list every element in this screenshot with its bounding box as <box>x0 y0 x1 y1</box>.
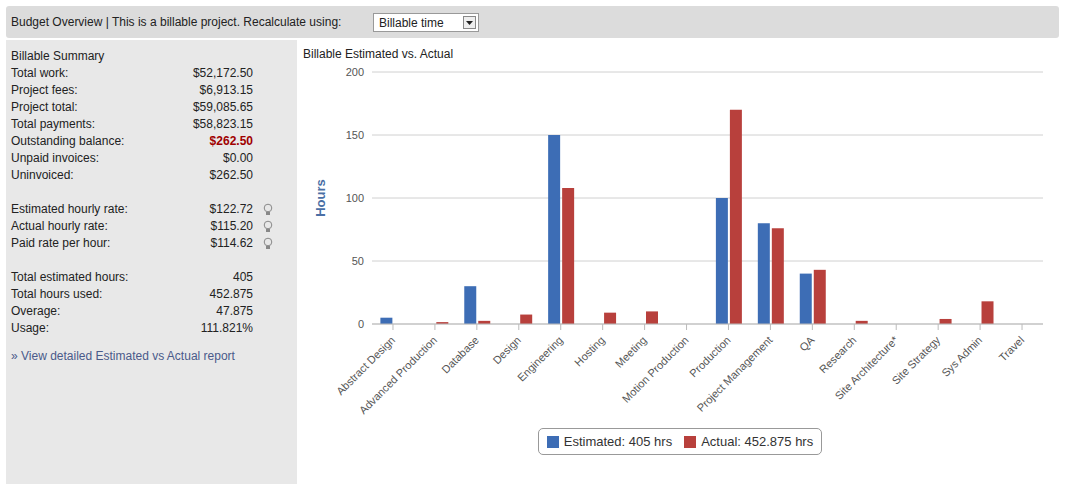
html-text:Overage:: Overage: <box>11 304 61 318</box>
html-text:$6,913.15: $6,913.15 <box>199 83 253 97</box>
svg-text:Motion Production: Motion Production <box>620 334 691 405</box>
html-text:405: 405 <box>233 270 253 284</box>
svg-text:100: 100 <box>346 192 364 204</box>
svg-text:Site Strategy: Site Strategy <box>889 333 942 386</box>
html-text:Estimated: 405 hrs: Estimated: 405 hrs <box>563 434 673 449</box>
svg-text:Production: Production <box>687 334 733 380</box>
html-text:Outstanding balance:: Outstanding balance: <box>11 134 125 148</box>
svg-text:Hosting: Hosting <box>572 334 607 369</box>
svg-text:Project Management: Project Management <box>694 334 774 414</box>
html-text:Total hours used:: Total hours used: <box>11 287 103 301</box>
svg-text:QA: QA <box>797 333 817 353</box>
svg-text:150: 150 <box>346 129 364 141</box>
svg-text:Engineering: Engineering <box>515 334 565 384</box>
html-text:$52,172.50: $52,172.50 <box>192 66 253 80</box>
svg-text:Advanced Production: Advanced Production <box>357 334 439 416</box>
svg-text:Site Architecture*: Site Architecture* <box>832 333 901 402</box>
html-text:Uninvoiced:: Uninvoiced: <box>11 168 74 182</box>
html-text:Billable Summary: Billable Summary <box>11 49 105 63</box>
html-text:111.821%: 111.821% <box>200 321 253 335</box>
svg-text:Design: Design <box>490 334 523 367</box>
html-text:Total estimated hours:: Total estimated hours: <box>11 270 129 284</box>
html-text:$122.72: $122.72 <box>209 202 253 216</box>
html-text:Billable Estimated vs. Actual: Billable Estimated vs. Actual <box>303 47 454 61</box>
html-text:$262.50: $262.50 <box>209 168 253 182</box>
html-text:Total payments:: Total payments: <box>11 117 95 131</box>
html-text:Total work:: Total work: <box>11 66 69 80</box>
svg-text:Database: Database <box>439 334 481 376</box>
svg-text:0: 0 <box>358 318 364 330</box>
html-text:Actual: 452.875 hrs: Actual: 452.875 hrs <box>701 434 814 449</box>
html-text:$114.62: $114.62 <box>210 236 253 250</box>
svg-text:Hours: Hours <box>313 179 328 217</box>
svg-text:Research: Research <box>817 334 859 376</box>
html-text:$59,085.65: $59,085.65 <box>192 100 253 114</box>
html-text:$115.20: $115.20 <box>210 219 253 233</box>
html-text:Project fees:: Project fees: <box>11 83 78 97</box>
html-text:Project total:: Project total: <box>11 100 78 114</box>
html-text:47.875: 47.875 <box>216 304 253 318</box>
svg-text:50: 50 <box>352 255 364 267</box>
html-text:$58,823.15: $58,823.15 <box>192 117 253 131</box>
svg-text:200: 200 <box>346 66 364 78</box>
svg-text:Sys Admin: Sys Admin <box>939 334 984 379</box>
svg-text:Abstract Design: Abstract Design <box>333 333 398 398</box>
html-text:Unpaid invoices:: Unpaid invoices: <box>11 151 100 165</box>
html-text:Actual hourly rate:: Actual hourly rate: <box>11 219 108 233</box>
html-text:Budget Overview | This is a bi: Budget Overview | This is a billable pro… <box>11 15 342 29</box>
html-text:Usage:: Usage: <box>11 321 49 335</box>
html-text:$262.50: $262.50 <box>209 134 253 148</box>
html-text:» View detailed Estimated vs A: » View detailed Estimated vs Actual repo… <box>11 349 235 363</box>
html-text:Estimated hourly rate:: Estimated hourly rate: <box>11 202 128 216</box>
html-text:Paid rate per hour:: Paid rate per hour: <box>11 236 111 250</box>
html-text:Billable time: Billable time <box>379 16 444 30</box>
svg-text:Travel: Travel <box>996 334 1026 364</box>
html-text:$0.00: $0.00 <box>223 151 253 165</box>
svg-text:Meeting: Meeting <box>613 334 649 370</box>
html-text:452.875: 452.875 <box>209 287 253 301</box>
